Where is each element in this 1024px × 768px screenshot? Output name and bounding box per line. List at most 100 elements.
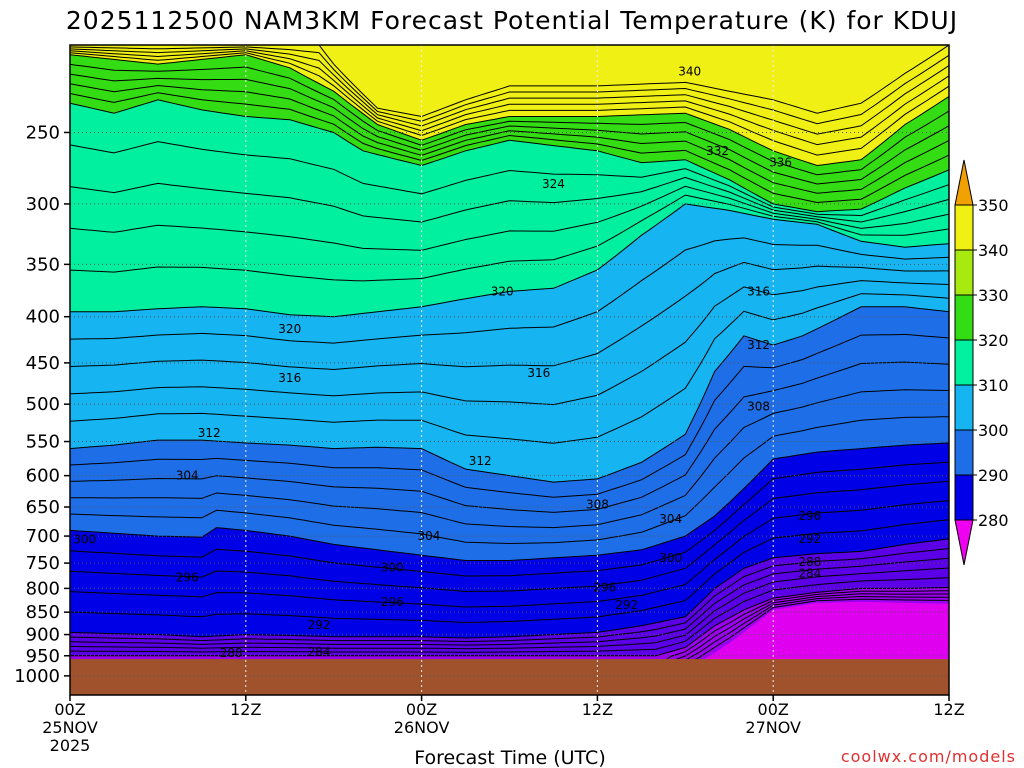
isentrope-line-8 bbox=[70, 83, 949, 194]
isentrope-line-9 bbox=[70, 92, 949, 204]
isentrope-line-29 bbox=[70, 519, 949, 624]
isentrope-line-10 bbox=[70, 99, 949, 213]
y-tick-label-350: 350 bbox=[26, 254, 60, 275]
plot-frame bbox=[69, 44, 950, 696]
contour-label-284: 284 bbox=[798, 566, 821, 580]
y-tick-label-900: 900 bbox=[26, 625, 60, 646]
colorbar-label-320: 320 bbox=[978, 331, 1009, 350]
isentrope-line-35 bbox=[70, 586, 949, 657]
isentrope-line-21 bbox=[70, 333, 949, 498]
isentrope-line-5 bbox=[70, 54, 949, 167]
colorbar-label-310: 310 bbox=[978, 376, 1009, 395]
isentrope-line-34 bbox=[70, 577, 949, 653]
contour-label-288: 288 bbox=[798, 555, 821, 569]
contour-label-304: 304 bbox=[659, 512, 682, 526]
x-tick-label-0: 00Z bbox=[54, 700, 85, 719]
isentrope-line-28 bbox=[70, 500, 949, 608]
colorbar-box-310 bbox=[954, 339, 974, 386]
x-tick-label-60: 12Z bbox=[933, 700, 964, 719]
colorbar-box-340 bbox=[954, 204, 974, 251]
isentrope-line-39 bbox=[656, 598, 949, 695]
pressure-axis: 2503003504004505005506006507007508008509… bbox=[14, 122, 70, 687]
y-tick-label-450: 450 bbox=[26, 353, 60, 374]
contour-label-304: 304 bbox=[176, 469, 199, 483]
x-tick-label-12: 12Z bbox=[230, 700, 261, 719]
contour-label-312: 312 bbox=[747, 338, 770, 352]
contour-label-288: 288 bbox=[220, 646, 243, 660]
grid-lines bbox=[70, 45, 949, 695]
isentrope-line-4 bbox=[70, 52, 949, 156]
y-tick-label-1000: 1000 bbox=[14, 666, 60, 687]
x-tick-date-48: 27NOV bbox=[745, 718, 801, 737]
colorbar-box-280 bbox=[954, 474, 974, 521]
isentrope-line-3 bbox=[70, 50, 949, 146]
isentrope-line-26 bbox=[70, 461, 949, 577]
isentrope-line-27 bbox=[70, 480, 949, 593]
x-tick-label-24: 00Z bbox=[406, 700, 437, 719]
isentrope-line-33 bbox=[70, 567, 949, 650]
contour-label-292: 292 bbox=[308, 618, 331, 632]
colorbar-legend: 280 290 300 310 320 330 340 350 bbox=[954, 159, 1009, 566]
isentrope-line-7 bbox=[70, 73, 949, 185]
contour-label-292: 292 bbox=[615, 598, 638, 612]
isentrope-line-1 bbox=[70, 46, 949, 125]
isentrope-line-16 bbox=[70, 237, 949, 344]
colorbar-label-350: 350 bbox=[978, 196, 1009, 215]
isentrope-line-2 bbox=[70, 48, 949, 135]
isentrope-line-15 bbox=[70, 203, 949, 318]
chart-title: 2025112500 NAM3KM Forecast Potential Tem… bbox=[66, 6, 958, 35]
contour-label-340: 340 bbox=[678, 65, 701, 79]
x-axis-label: Forecast Time (UTC) bbox=[414, 747, 605, 768]
y-tick-label-300: 300 bbox=[26, 194, 60, 215]
colorbar-label-280: 280 bbox=[978, 511, 1009, 530]
colorbar-label-330: 330 bbox=[978, 286, 1009, 305]
y-tick-label-550: 550 bbox=[26, 432, 60, 453]
y-tick-label-700: 700 bbox=[26, 526, 60, 547]
x-tick-label-36: 12Z bbox=[582, 700, 613, 719]
colorbar-under-arrow bbox=[954, 519, 974, 566]
contour-labels: 340 332 336 324 320 320 316 316 316 312 312 312 308 3… bbox=[73, 65, 821, 660]
colorbar-over-arrow bbox=[954, 159, 974, 206]
contour-label-296: 296 bbox=[381, 595, 404, 609]
isentrope-line-32 bbox=[70, 557, 949, 646]
theta-color-bands bbox=[70, 45, 949, 695]
y-tick-label-850: 850 bbox=[26, 602, 60, 623]
contour-label-312: 312 bbox=[198, 426, 221, 440]
contour-label-308: 308 bbox=[586, 498, 609, 512]
isentrope-line-0 bbox=[70, 45, 949, 118]
contour-label-320: 320 bbox=[491, 284, 514, 298]
isentrope-line-30 bbox=[70, 538, 949, 639]
x-tick-year: 2025 bbox=[50, 736, 91, 755]
contour-label-320: 320 bbox=[278, 322, 301, 336]
y-tick-label-750: 750 bbox=[26, 553, 60, 574]
contour-label-300: 300 bbox=[73, 532, 96, 546]
contour-label-304: 304 bbox=[417, 529, 440, 543]
plot-area: 340 332 336 324 320 320 316 316 316 312 312 312 308 3… bbox=[69, 44, 950, 696]
y-tick-label-650: 650 bbox=[26, 497, 60, 518]
ground-terrain bbox=[70, 659, 949, 695]
isentrope-line-25 bbox=[70, 442, 949, 561]
contour-label-324: 324 bbox=[542, 177, 565, 191]
y-tick-label-600: 600 bbox=[26, 466, 60, 487]
x-tick-label-48: 00Z bbox=[758, 700, 789, 719]
contour-label-284: 284 bbox=[308, 645, 331, 659]
y-tick-label-400: 400 bbox=[26, 307, 60, 328]
isentrope-line-19 bbox=[70, 293, 949, 444]
contour-label-316: 316 bbox=[278, 371, 301, 385]
y-tick-label-500: 500 bbox=[26, 394, 60, 415]
x-tick-date-24: 26NOV bbox=[394, 718, 450, 737]
colorbar-box-330 bbox=[954, 249, 974, 296]
isentrope-line-24 bbox=[70, 416, 949, 545]
contour-label-308: 308 bbox=[747, 400, 770, 414]
x-tick-date-0: 25NOV bbox=[42, 718, 98, 737]
contour-label-296: 296 bbox=[593, 580, 616, 594]
colorbar-box-290 bbox=[954, 429, 974, 476]
colorbar-label-340: 340 bbox=[978, 241, 1009, 260]
colorbar-box-320 bbox=[954, 294, 974, 341]
colorbar-box-300 bbox=[954, 384, 974, 431]
isentrope-line-12 bbox=[70, 176, 949, 223]
colorbar-label-290: 290 bbox=[978, 466, 1009, 485]
contour-label-312: 312 bbox=[469, 454, 492, 468]
